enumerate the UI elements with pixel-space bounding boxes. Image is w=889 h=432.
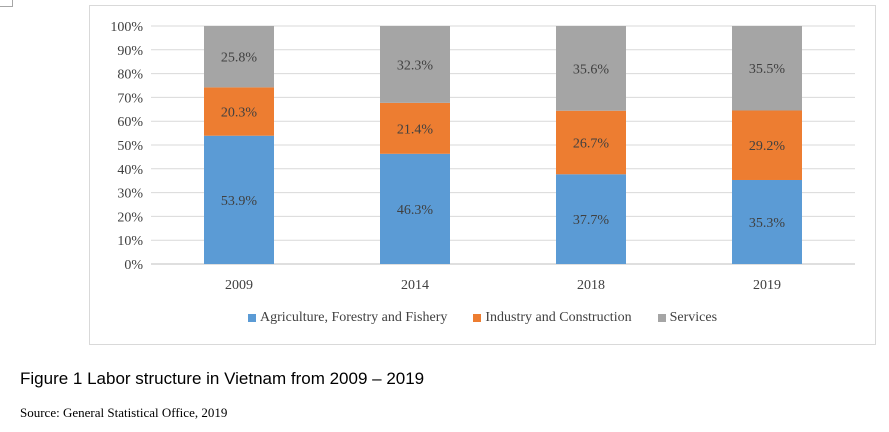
corner-mark — [0, 0, 13, 7]
figure-caption: Figure 1 Labor structure in Vietnam from… — [20, 369, 425, 388]
x-tick-label: 2018 — [577, 278, 605, 293]
legend-label: Agriculture, Forestry and Fishery — [259, 310, 448, 325]
bar-segment — [380, 153, 450, 264]
legend-swatch — [473, 314, 482, 322]
data-label: 32.3% — [397, 58, 434, 73]
chart-plot: 0% 10% 20% 30% 40% 50% 60% 70% 80% 90% 100% 53.9% 20… — [110, 20, 855, 293]
data-label: 35.3% — [749, 216, 786, 231]
legend-label: Industry and Construction — [485, 310, 632, 325]
y-tick-label: 10% — [117, 234, 143, 249]
y-tick-label: 70% — [117, 91, 143, 106]
bar-segment — [204, 87, 274, 136]
data-label: 26.7% — [573, 137, 610, 152]
legend-label: Services — [669, 310, 718, 325]
data-label: 35.5% — [749, 62, 786, 77]
y-tick-label: 0% — [124, 258, 143, 273]
y-tick-label: 50% — [117, 139, 143, 154]
chart-frame: 0% 10% 20% 30% 40% 50% 60% 70% 80% 90% 100% 53.9% 20… — [89, 5, 876, 345]
y-tick-label: 40% — [117, 163, 143, 178]
bar-segment — [732, 26, 802, 111]
bar-segment — [204, 135, 274, 264]
x-tick-label: 2019 — [753, 278, 781, 293]
data-label: 25.8% — [221, 51, 258, 66]
bar-segment — [732, 179, 802, 264]
y-tick-label: 100% — [110, 20, 143, 35]
source-note: Source: General Statistical Office, 2019 — [20, 405, 228, 420]
bar-segment — [556, 174, 626, 264]
y-tick-label: 30% — [117, 187, 143, 202]
y-tick-label: 80% — [117, 68, 143, 83]
bar-segment — [380, 102, 450, 154]
y-tick-label: 60% — [117, 115, 143, 130]
legend-item: Industry and Construction — [473, 310, 632, 326]
legend-item: Agriculture, Forestry and Fishery — [247, 310, 448, 326]
bar-segment — [204, 26, 274, 88]
data-label: 29.2% — [749, 139, 786, 154]
data-label: 37.7% — [573, 213, 610, 228]
bar-segment — [556, 110, 626, 175]
data-label: 21.4% — [397, 122, 434, 137]
chart-legend: Agriculture, Forestry and Fishery Industr… — [90, 310, 875, 326]
y-tick-label: 90% — [117, 44, 143, 59]
y-tick-label: 20% — [117, 210, 143, 225]
bar-segment — [380, 26, 450, 103]
data-label: 20.3% — [221, 106, 258, 121]
data-label: 53.9% — [221, 194, 258, 209]
bar-segment — [732, 110, 802, 180]
x-tick-label: 2009 — [225, 278, 253, 293]
x-tick-label: 2014 — [401, 278, 429, 293]
data-label: 35.6% — [573, 62, 610, 77]
legend-item: Services — [657, 310, 718, 326]
legend-swatch — [247, 314, 256, 322]
data-label: 46.3% — [397, 203, 434, 218]
bar-segment — [556, 26, 626, 111]
legend-swatch — [657, 314, 666, 322]
